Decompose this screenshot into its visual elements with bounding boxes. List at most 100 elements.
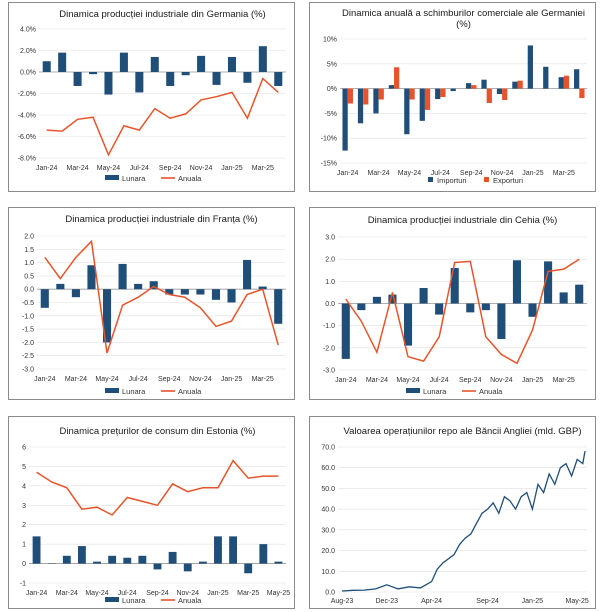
bar-exporturi [486, 88, 492, 103]
legend-swatch [484, 177, 489, 182]
bar-lunara [243, 259, 252, 290]
x-tick-label: Mar-25 [252, 165, 274, 172]
bar-lunara [166, 72, 175, 86]
legend-swatch [428, 177, 433, 182]
chart-panel-czech-industry: Dinamica producției industriale din Cehi… [309, 207, 596, 400]
x-tick-label: Jan-25 [522, 598, 544, 605]
bar-lunara [180, 289, 189, 295]
bar-lunara [212, 72, 221, 85]
y-tick-label: -10% [321, 136, 337, 143]
legend-label: Anuala [178, 387, 202, 396]
bar-lunara [58, 52, 67, 72]
y-tick-label: 2.0% [20, 48, 36, 55]
y-tick-label: 1 [22, 542, 26, 549]
y-tick-label: -1.0 [22, 313, 34, 320]
y-tick-label: 70.0 [321, 445, 335, 452]
line-anuala [46, 77, 279, 157]
legend-label: Importuri [437, 176, 467, 185]
x-tick-label: Nov-24 [189, 376, 212, 383]
y-tick-label: 2.0 [24, 234, 34, 241]
y-tick-label: 60.0 [321, 465, 335, 472]
x-tick-label: Sep-24 [459, 377, 482, 384]
bar-lunara [123, 557, 132, 564]
bar-importuri [404, 88, 410, 135]
bar-lunara [119, 52, 128, 72]
bar-lunara [229, 536, 238, 564]
bar-lunara [165, 289, 174, 295]
bar-lunara [181, 72, 190, 76]
bar-lunara [450, 268, 459, 304]
bar-lunara [134, 283, 143, 290]
legend-swatch [406, 388, 420, 393]
x-tick-label: Mar-25 [553, 377, 575, 384]
y-tick-label: -1.0 [323, 323, 335, 330]
bar-lunara [274, 72, 283, 86]
bar-lunara [149, 281, 158, 290]
bar-lunara [153, 563, 162, 570]
chart-title: Valoarea operațiunilor repo ale Băncii A… [344, 426, 582, 437]
x-tick-label: Jul-24 [118, 590, 137, 597]
chart-panel-germany-trade: Dinamica anuală a schimburilor comercial… [309, 2, 596, 192]
bar-importuri [496, 88, 503, 95]
y-tick-label: 1.5 [24, 247, 34, 254]
bar-lunara [341, 303, 350, 359]
x-tick-label: Jul-24 [129, 376, 148, 383]
bar-lunara [357, 303, 366, 311]
bar-importuri [527, 45, 533, 89]
x-tick-label: Mar-25 [237, 590, 259, 597]
bar-importuri [419, 88, 425, 121]
bar-lunara [198, 561, 207, 564]
y-tick-label: -2.5 [22, 353, 34, 360]
bar-lunara [138, 555, 147, 564]
y-tick-label: 40.0 [321, 507, 335, 514]
bar-lunara [227, 56, 236, 72]
y-tick-label: 30.0 [321, 527, 335, 534]
y-tick-label: 0.0 [325, 590, 335, 597]
bar-lunara [227, 289, 236, 303]
bar-lunara [108, 555, 117, 564]
bar-lunara [32, 536, 41, 564]
chart-panel-germany-industry: Dinamica producției industriale din Germ… [8, 2, 295, 192]
legend-swatch [105, 597, 119, 602]
bar-lunara [259, 544, 268, 564]
bar-lunara [544, 261, 553, 304]
bar-lunara [93, 561, 101, 564]
bar-exporturi [378, 88, 384, 100]
chart-title: Dinamica anuală a schimburilor comercial… [342, 8, 585, 19]
x-tick-label: Aug-23 [331, 598, 354, 605]
bar-lunara [71, 289, 80, 298]
y-tick-label: 0.0 [325, 301, 335, 308]
bar-importuri [465, 83, 472, 89]
bar-lunara [150, 56, 159, 72]
x-tick-label: Jan-25 [221, 376, 243, 383]
chart-estonia-cpi: Dinamica prețurilor de consum din Estoni… [20, 426, 290, 605]
x-tick-label: Jan-24 [337, 170, 359, 177]
x-tick-label: Jul-24 [130, 165, 149, 172]
x-tick-label: Sep-24 [159, 165, 182, 172]
bar-lunara [372, 296, 381, 304]
x-tick-label: Jan-25 [221, 165, 243, 172]
bar-lunara [168, 551, 177, 564]
x-tick-label: May-24 [85, 590, 108, 597]
x-tick-label: Dec-23 [376, 598, 399, 605]
y-tick-label: 0% [327, 86, 337, 93]
bar-lunara [42, 61, 51, 72]
x-tick-label: Jan-24 [335, 377, 357, 384]
bar-lunara [419, 287, 428, 304]
y-tick-label: 6 [22, 445, 26, 452]
chart-title: Dinamica producției industriale din Germ… [59, 9, 265, 20]
chart-title: Dinamica prețurilor de consum din Estoni… [60, 426, 256, 437]
chart-panel-boe-repo: Valoarea operațiunilor repo ale Băncii A… [309, 416, 596, 609]
bar-lunara [40, 289, 49, 308]
bar-importuri [357, 88, 364, 124]
bar-lunara [388, 294, 397, 304]
bar-importuri [558, 77, 564, 89]
bar-lunara [528, 303, 537, 317]
chart-title: Dinamica producției industriale din Cehi… [368, 215, 558, 226]
x-tick-label: Nov-24 [176, 590, 199, 597]
y-tick-label: 5 [22, 464, 26, 471]
x-tick-label: Mar-25 [252, 376, 274, 383]
bar-exporturi [394, 67, 400, 89]
y-tick-label: -15% [321, 161, 337, 168]
x-tick-label: Jan-25 [522, 170, 544, 177]
